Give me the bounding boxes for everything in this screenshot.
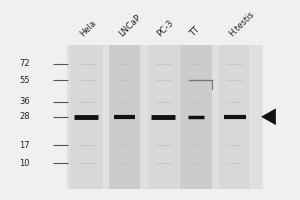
Bar [70, 45, 102, 189]
Bar [181, 45, 212, 189]
Text: 10: 10 [19, 159, 30, 168]
Text: LNCaP: LNCaP [117, 13, 142, 39]
Text: H.testis: H.testis [227, 10, 256, 39]
Text: 72: 72 [19, 59, 30, 68]
Bar [219, 45, 250, 189]
Text: 55: 55 [19, 76, 30, 85]
Text: TT: TT [188, 26, 202, 39]
Text: 17: 17 [19, 141, 30, 150]
Bar [109, 45, 140, 189]
Text: 28: 28 [19, 112, 30, 121]
Text: Hela: Hela [78, 19, 98, 39]
Bar [67, 45, 263, 189]
Bar [148, 45, 179, 189]
Text: 36: 36 [19, 97, 30, 106]
Polygon shape [262, 109, 276, 125]
Text: PC-3: PC-3 [155, 19, 176, 39]
